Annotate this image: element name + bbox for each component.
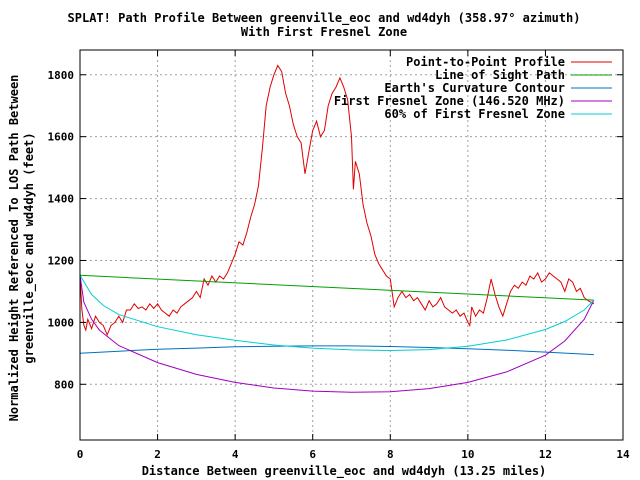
y-tick-label: 800 — [54, 378, 74, 391]
x-tick-label: 8 — [387, 448, 394, 461]
series-line-5 — [79, 275, 595, 352]
x-tick-label: 2 — [154, 448, 161, 461]
y-tick-label: 1800 — [48, 69, 75, 82]
x-tick-label: 12 — [539, 448, 552, 461]
grid-lines — [80, 50, 623, 440]
legend-label-1: Point-to-Point Profile — [406, 55, 565, 69]
y-axis-label-line1: Normalized Height Referenced To LOS Path… — [7, 75, 21, 422]
plot-frame — [79, 49, 624, 441]
chart-title-line1: SPLAT! Path Profile Between greenville_e… — [68, 11, 581, 26]
legend-label-2: Line of Sight Path — [435, 68, 565, 82]
y-tick-label: 1400 — [48, 193, 75, 206]
legend-label-4: First Fresnel Zone (146.520 MHz) — [334, 94, 565, 108]
series-line-3 — [79, 345, 594, 356]
axis-ticks: 0 2 4 6 8 10 12 14 800 1000 1200 1400 1600 1800 — [48, 50, 630, 461]
x-tick-label: 14 — [616, 448, 630, 461]
chart-title-line2: With First Fresnel Zone — [241, 25, 407, 39]
x-tick-label: 4 — [232, 448, 239, 461]
plot-series — [79, 64, 595, 393]
x-tick-label: 6 — [309, 448, 316, 461]
legend-label-3: Earth's Curvature Contour — [384, 81, 565, 95]
x-tick-label: 10 — [461, 448, 474, 461]
x-axis-label: Distance Between greenville_eoc and wd4d… — [142, 464, 547, 479]
y-tick-label: 1600 — [48, 131, 75, 144]
y-tick-label: 1200 — [48, 254, 75, 267]
y-axis-label-line2: greenville_eoc and wd4dyh (feet) — [22, 132, 37, 363]
y-tick-label: 1000 — [48, 316, 75, 329]
legend-label-5: 60% of First Fresnel Zone — [384, 107, 565, 121]
series-line-4 — [79, 275, 595, 393]
x-tick-label: 0 — [77, 448, 84, 461]
series-line-2 — [79, 274, 594, 301]
series-line-1 — [79, 64, 595, 337]
